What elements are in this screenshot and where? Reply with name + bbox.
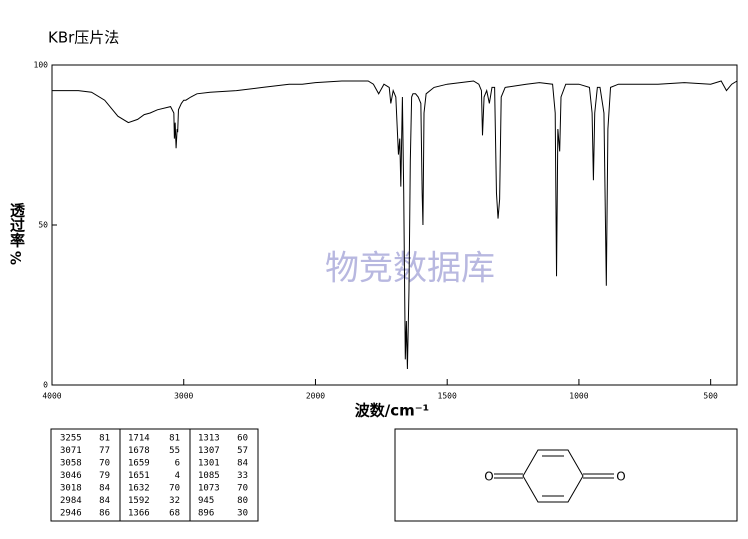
x-tick-label: 500 xyxy=(703,392,718,401)
structure-frame xyxy=(394,428,738,522)
peak-transmittance: 55 xyxy=(169,446,180,456)
peak-transmittance: 70 xyxy=(169,484,180,494)
watermark: 物竞数据库 xyxy=(325,249,495,289)
atom-label: O xyxy=(616,470,625,484)
y-axis-unit: % xyxy=(9,251,25,265)
peak-wavenumber: 1592 xyxy=(128,496,150,506)
peak-wavenumber: 2946 xyxy=(60,509,82,519)
y-tick-label: 50 xyxy=(38,221,48,230)
y-tick-label: 100 xyxy=(34,61,49,70)
chart-title: KBr压片法 xyxy=(48,29,119,47)
peak-wavenumber: 1678 xyxy=(128,446,150,456)
peak-wavenumber: 1313 xyxy=(198,434,220,444)
peak-wavenumber: 3071 xyxy=(60,446,82,456)
peak-wavenumber: 3058 xyxy=(60,459,82,469)
peak-transmittance: 84 xyxy=(237,459,248,469)
peak-transmittance: 4 xyxy=(175,471,180,481)
peak-wavenumber: 1632 xyxy=(128,484,150,494)
peak-wavenumber: 1366 xyxy=(128,509,150,519)
x-tick-label: 1000 xyxy=(569,392,588,401)
peak-transmittance: 80 xyxy=(237,496,248,506)
peak-wavenumber: 1301 xyxy=(198,459,220,469)
spectrum-line xyxy=(52,80,738,370)
peak-wavenumber: 1073 xyxy=(198,484,220,494)
peak-wavenumber: 3018 xyxy=(60,484,82,494)
peak-transmittance: 70 xyxy=(99,459,110,469)
peak-transmittance: 84 xyxy=(99,496,110,506)
peak-wavenumber: 1651 xyxy=(128,471,150,481)
peak-wavenumber: 3046 xyxy=(60,471,82,481)
peak-transmittance: 79 xyxy=(99,471,110,481)
y-tick-label: 0 xyxy=(43,381,48,390)
peak-wavenumber: 1714 xyxy=(128,434,150,444)
x-axis-label: 波数/cm⁻¹ xyxy=(355,402,430,420)
molecule xyxy=(494,449,614,503)
ring xyxy=(522,449,584,503)
peak-wavenumber: 1085 xyxy=(198,471,220,481)
peak-table-frame xyxy=(50,428,259,522)
x-tick-label: 4000 xyxy=(42,392,61,401)
x-tick-label: 3000 xyxy=(174,392,193,401)
x-tick-label: 1500 xyxy=(438,392,457,401)
peak-wavenumber: 945 xyxy=(198,496,214,506)
peak-transmittance: 57 xyxy=(237,446,248,456)
peak-transmittance: 33 xyxy=(237,471,248,481)
peak-transmittance: 30 xyxy=(237,509,248,519)
peak-transmittance: 86 xyxy=(99,509,110,519)
peak-wavenumber: 3255 xyxy=(60,434,82,444)
x-tick-label: 2000 xyxy=(306,392,325,401)
peak-transmittance: 60 xyxy=(237,434,248,444)
y-axis-label: 透过率 xyxy=(8,203,26,249)
peak-transmittance: 70 xyxy=(237,484,248,494)
atom-label: O xyxy=(484,470,493,484)
peak-transmittance: 6 xyxy=(175,459,180,469)
peak-wavenumber: 2984 xyxy=(60,496,82,506)
peak-transmittance: 68 xyxy=(169,509,180,519)
peak-wavenumber: 1659 xyxy=(128,459,150,469)
peak-transmittance: 81 xyxy=(99,434,110,444)
peak-transmittance: 81 xyxy=(169,434,180,444)
peak-transmittance: 77 xyxy=(99,446,110,456)
peak-transmittance: 84 xyxy=(99,484,110,494)
peak-wavenumber: 896 xyxy=(198,509,214,519)
peak-wavenumber: 1307 xyxy=(198,446,220,456)
peak-transmittance: 32 xyxy=(169,496,180,506)
plot-frame xyxy=(51,64,738,386)
